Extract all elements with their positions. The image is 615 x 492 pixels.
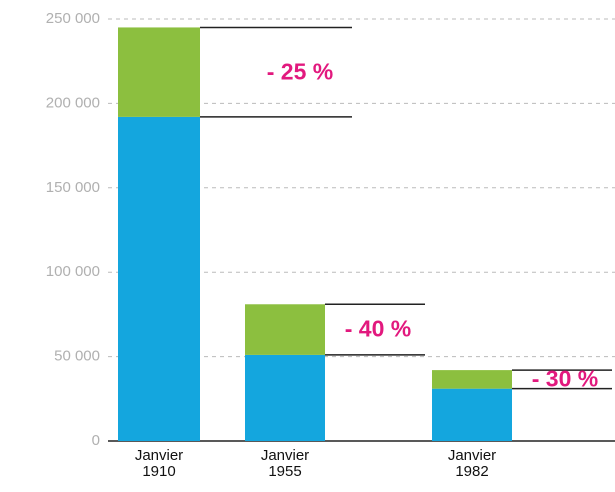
x-tick-label: Janvier 1910 <box>135 447 183 480</box>
y-tick-label: 100 000 <box>46 263 100 280</box>
bar-segment <box>245 304 325 355</box>
x-tick-label: Janvier 1982 <box>448 447 496 480</box>
bar-segment <box>432 388 512 441</box>
bar-segment <box>118 116 200 442</box>
y-tick-label: 50 000 <box>54 348 100 365</box>
x-tick-label: Janvier 1955 <box>261 447 309 480</box>
bar-segment <box>118 27 200 117</box>
annotation: - 40 % <box>345 316 411 342</box>
y-tick-label: 200 000 <box>46 94 100 111</box>
y-tick-label: 150 000 <box>46 179 100 196</box>
y-tick-label: 250 000 <box>46 10 100 27</box>
annotation: - 30 % <box>532 365 598 391</box>
annotation: - 25 % <box>267 58 333 84</box>
bar-segment <box>245 354 325 441</box>
y-tick-label: 0 <box>92 432 100 449</box>
bar-segment <box>432 370 512 389</box>
